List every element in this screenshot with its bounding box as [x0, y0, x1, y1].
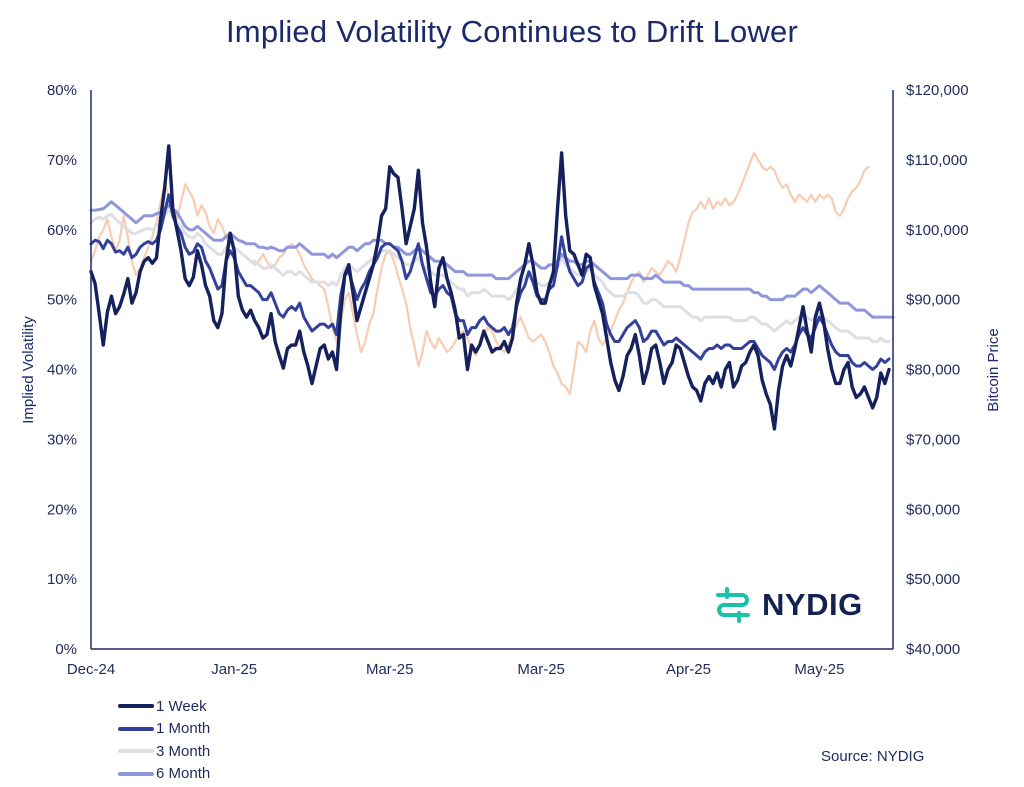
legend-item-3-month: 3 Month: [118, 740, 210, 763]
legend-label: 1 Week: [156, 697, 207, 715]
legend-swatch: [118, 749, 154, 754]
y2-tick-label: $40,000: [906, 641, 960, 658]
legend-item-1-month: 1 Month: [118, 718, 210, 741]
y-tick-label: 50%: [47, 292, 77, 309]
y-tick-label: 60%: [47, 222, 77, 239]
y2-tick-label: $70,000: [906, 431, 960, 448]
y-tick-label: 30%: [47, 431, 77, 448]
x-tick-label: Mar-25: [517, 661, 565, 678]
nydig-logo-mark-icon: [716, 587, 750, 623]
y2-tick-label: $100,000: [906, 222, 969, 239]
nydig-logo-text: NYDIG: [762, 587, 863, 622]
x-tick-label: Dec-24: [67, 661, 115, 678]
chart-title: Implied Volatility Continues to Drift Lo…: [225, 14, 799, 49]
x-tick-label: May-25: [794, 661, 844, 678]
legend-label: 3 Month: [156, 742, 211, 760]
y2-tick-label: $60,000: [906, 501, 960, 518]
y-tick-label: 40%: [47, 362, 77, 379]
x-tick-label: Mar-25: [366, 661, 414, 678]
y-axis-title: Implied Volatility: [20, 316, 37, 424]
series-line-3-month: [89, 207, 891, 344]
nydig-logo: NYDIG: [712, 584, 863, 626]
series-line-bitcoin-price: [89, 151, 870, 396]
legend-swatch: [118, 771, 154, 776]
legend-swatch: [118, 726, 154, 731]
y2-tick-label: $80,000: [906, 362, 960, 379]
source-note: Source: NYDIG: [821, 748, 925, 765]
y-tick-label: 10%: [47, 571, 77, 588]
y-tick-label: 70%: [47, 152, 77, 169]
series-line-6-month: [89, 200, 895, 319]
legend-swatch: [118, 704, 154, 709]
legend-item-1-week: 1 Week: [118, 695, 210, 718]
x-tick-label: Apr-25: [666, 661, 711, 678]
y-tick-label: 20%: [47, 501, 77, 518]
legend-label: 6 Month: [156, 765, 211, 783]
tick-layer: 0% 10% 20% 30% 40% 50% 60% 70% 80% $40,000 $50,000…: [47, 82, 969, 678]
legend-item-6-month: 6 Month: [118, 763, 210, 786]
series-line-1-week: [89, 144, 891, 431]
y2-tick-label: $50,000: [906, 571, 960, 588]
y2-tick-label: $110,000: [906, 152, 967, 169]
y-tick-label: 80%: [47, 82, 77, 99]
y2-axis-title: Bitcoin Price: [985, 328, 1002, 411]
y2-tick-label: $120,000: [906, 82, 969, 99]
legend: 1 Week 1 Month 3 Month 6 Month: [118, 695, 210, 785]
legend-label: 1 Month: [156, 720, 211, 738]
y2-tick-label: $90,000: [906, 292, 960, 309]
series-layer: [89, 144, 895, 431]
y-tick-label: 0%: [55, 641, 77, 658]
x-tick-label: Jan-25: [211, 661, 257, 678]
